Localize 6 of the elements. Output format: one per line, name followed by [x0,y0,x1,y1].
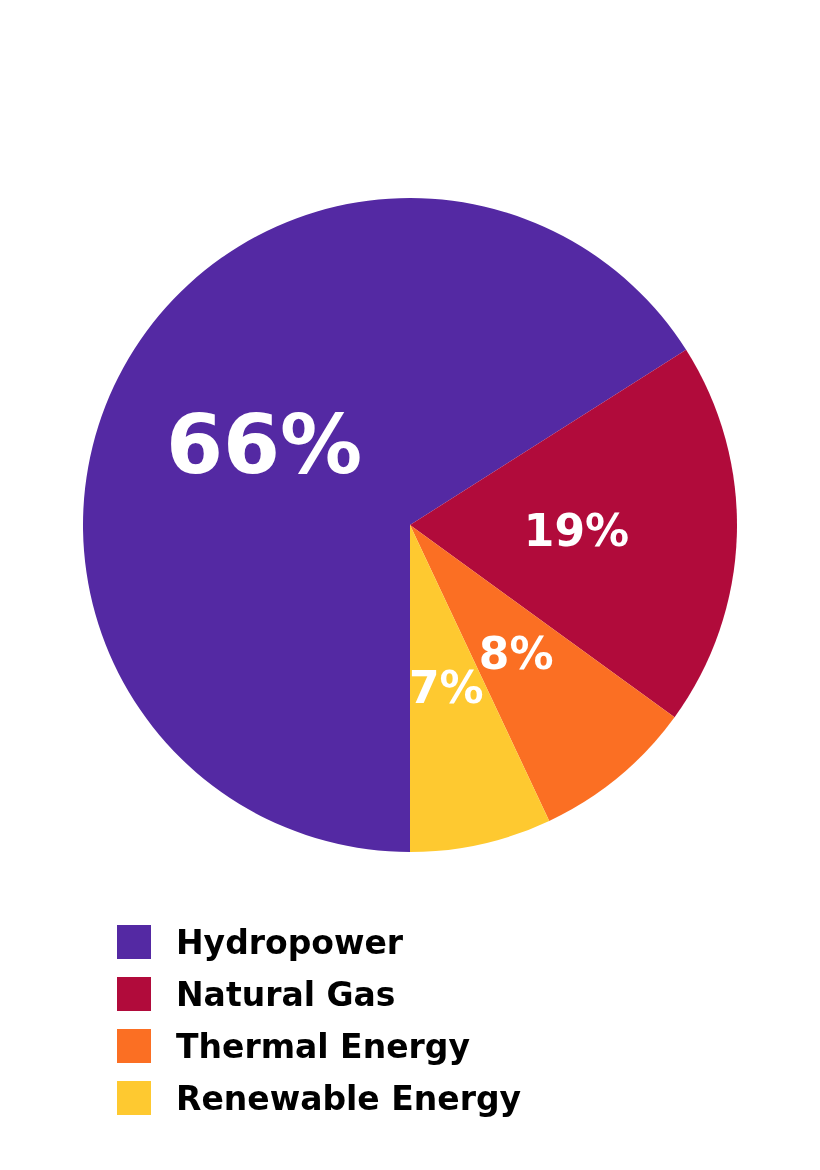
legend-label: Thermal Energy [176,1026,470,1066]
data-label: 19% [523,504,630,556]
legend-label: Hydropower [176,922,404,962]
legend-label: Renewable Energy [176,1078,522,1118]
legend-label: Natural Gas [176,974,396,1014]
data-label: 66% [165,397,363,493]
